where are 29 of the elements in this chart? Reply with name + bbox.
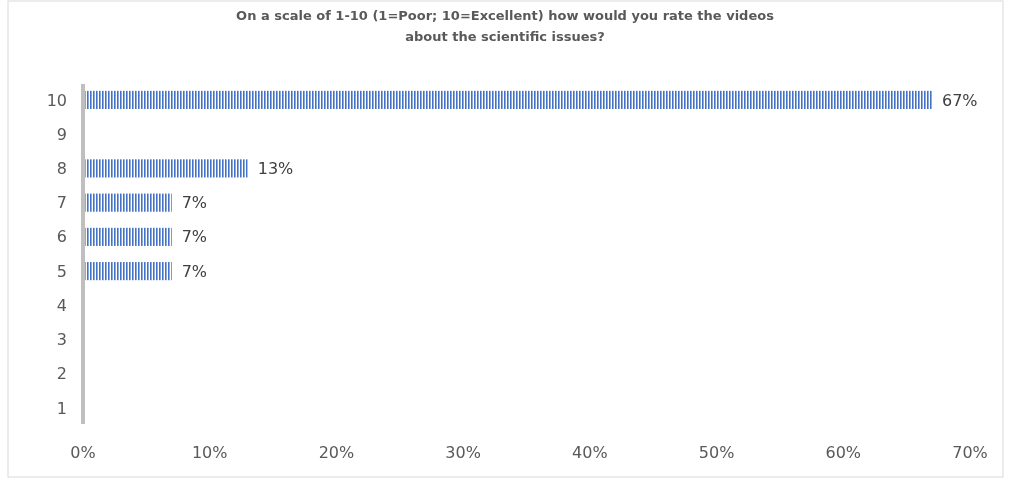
bar — [83, 193, 172, 212]
data-label: 7% — [181, 227, 208, 247]
x-tick-label: 60% — [825, 443, 862, 462]
x-tick-label: 50% — [698, 443, 735, 462]
y-tick-label: 1 — [56, 398, 67, 418]
data-label: 7% — [181, 261, 208, 281]
y-tick-label: 10 — [46, 90, 67, 110]
x-tick-label: 10% — [191, 443, 228, 462]
data-label: 13% — [257, 159, 294, 178]
y-tick-label: 9 — [56, 124, 67, 144]
data-label: 7% — [181, 193, 208, 213]
bar — [83, 90, 932, 109]
bar — [83, 262, 172, 281]
x-tick-label: 70% — [952, 443, 988, 462]
x-tick-label: 0% — [70, 443, 96, 462]
y-tick-label: 4 — [56, 295, 67, 315]
chart-title: On a scale of 1-10 (1=Poor; 10=Excellent) how would you rate the videos about the scientific issues? — [236, 8, 775, 44]
bar — [83, 159, 248, 178]
y-tick-label: 6 — [56, 227, 67, 247]
bar — [83, 227, 172, 246]
y-tick-label: 7 — [56, 193, 67, 213]
y-tick-label: 3 — [56, 330, 67, 350]
data-label: 67% — [941, 90, 978, 110]
y-tick-label: 2 — [56, 364, 67, 384]
y-tick-label: 5 — [56, 261, 67, 281]
x-tick-label: 40% — [572, 443, 608, 462]
x-tick-label: 30% — [445, 443, 481, 462]
x-tick-label: 20% — [318, 443, 355, 462]
y-tick-label: 8 — [56, 159, 67, 178]
